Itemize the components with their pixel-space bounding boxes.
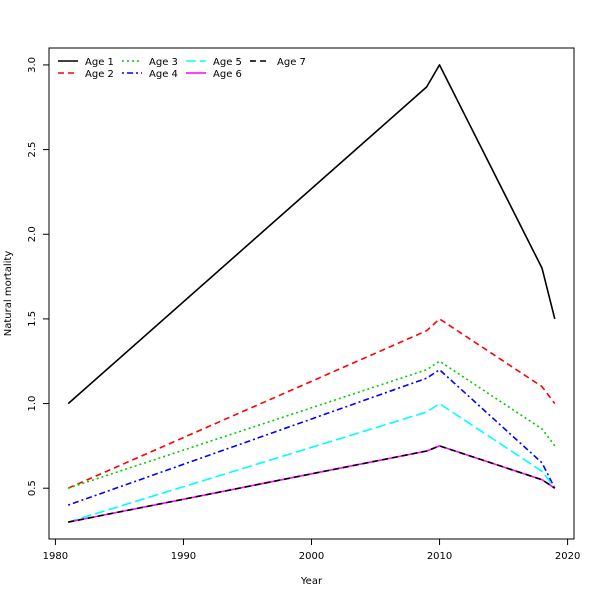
y-tick-label: 1.0 — [27, 396, 38, 412]
legend-label-age-1: Age 1 — [85, 57, 114, 68]
legend-label-age-6: Age 6 — [213, 69, 242, 80]
legend-label-age-3: Age 3 — [149, 57, 178, 68]
legend-label-age-4: Age 4 — [149, 69, 178, 80]
y-axis-title: Natural mortality — [3, 251, 14, 337]
x-tick-label: 2000 — [299, 551, 324, 562]
x-axis: 1980 1990 2000 2010 2020 — [43, 539, 580, 562]
legend-label-age-2: Age 2 — [85, 69, 114, 80]
y-tick-label: 0.5 — [27, 480, 38, 496]
series-line-age-4 — [67, 368, 556, 506]
series-line-age-2 — [67, 318, 556, 489]
series-line-age-7 — [68, 445, 556, 523]
series-layer — [67, 64, 556, 523]
x-axis-title: Year — [300, 576, 323, 587]
x-tick-label: 2010 — [427, 551, 452, 562]
legend-label-age-7: Age 7 — [277, 57, 306, 68]
x-tick-label: 1980 — [43, 551, 68, 562]
y-tick-label: 3.0 — [27, 57, 38, 73]
series-line-age-3 — [67, 360, 556, 489]
x-tick-label: 1990 — [171, 551, 196, 562]
legend-label-age-5: Age 5 — [213, 57, 242, 68]
y-tick-label: 1.5 — [27, 311, 38, 327]
y-tick-label: 2.5 — [27, 142, 38, 158]
x-tick-label: 2020 — [555, 551, 580, 562]
series-line-age-1 — [67, 64, 556, 405]
y-tick-label: 2.0 — [27, 226, 38, 242]
y-axis: 0.5 1.0 1.5 2.0 2.5 3.0 — [27, 57, 49, 496]
series-line-age-5 — [67, 402, 556, 523]
